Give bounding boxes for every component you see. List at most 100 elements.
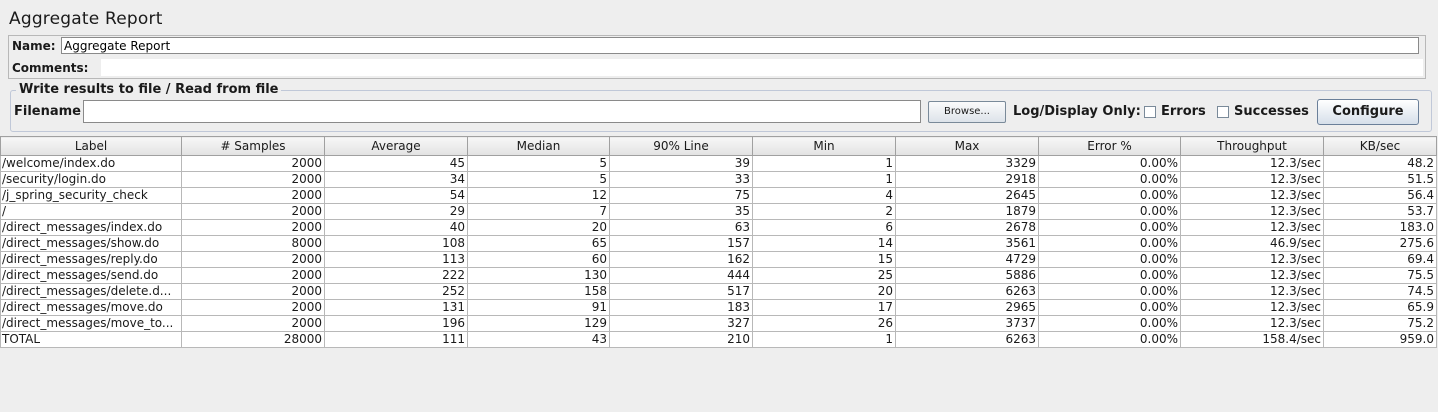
cell-90-line: 444 xyxy=(609,267,753,284)
cell-samples: 2000 xyxy=(181,251,325,268)
cell-error-pct: 0.00% xyxy=(1038,331,1181,348)
table-row-total[interactable]: TOTAL 28000 111 43 210 1 6263 0.00% 158.4/sec 959… xyxy=(0,331,1437,348)
cell-90-line: 327 xyxy=(609,315,753,332)
table-row[interactable]: /direct_messages/send.do 2000 222 130 444 25 5… xyxy=(0,267,1437,284)
cell-kb-sec: 69.4 xyxy=(1323,251,1437,268)
cell-max: 3561 xyxy=(895,235,1039,252)
cell-label: /security/login.do xyxy=(0,171,182,188)
panel-title: Aggregate Report xyxy=(9,9,163,29)
column-header-error-pct[interactable]: Error % xyxy=(1038,136,1181,156)
cell-min: 17 xyxy=(752,299,896,316)
cell-max: 1879 xyxy=(895,203,1039,220)
cell-min: 6 xyxy=(752,219,896,236)
cell-max: 2965 xyxy=(895,299,1039,316)
cell-error-pct: 0.00% xyxy=(1038,219,1181,236)
comments-field[interactable] xyxy=(101,59,1423,76)
successes-checkbox[interactable] xyxy=(1217,106,1229,118)
table-row[interactable]: /j_spring_security_check 2000 54 12 75 4 2645 0… xyxy=(0,187,1437,204)
cell-throughput: 12.3/sec xyxy=(1180,283,1324,300)
cell-label: / xyxy=(0,203,182,220)
cell-average: 54 xyxy=(324,187,468,204)
cell-samples: 2000 xyxy=(181,219,325,236)
write-results-legend: Write results to file / Read from file xyxy=(16,82,282,97)
cell-kb-sec: 65.9 xyxy=(1323,299,1437,316)
column-header-min[interactable]: Min xyxy=(752,136,896,156)
cell-error-pct: 0.00% xyxy=(1038,251,1181,268)
filename-label: Filename xyxy=(14,104,81,119)
cell-error-pct: 0.00% xyxy=(1038,283,1181,300)
cell-max: 6263 xyxy=(895,283,1039,300)
cell-throughput: 12.3/sec xyxy=(1180,171,1324,188)
cell-average: 196 xyxy=(324,315,468,332)
cell-throughput: 12.3/sec xyxy=(1180,219,1324,236)
column-header-kb-sec[interactable]: KB/sec xyxy=(1323,136,1437,156)
cell-min: 2 xyxy=(752,203,896,220)
cell-average: 45 xyxy=(324,155,468,172)
table-row[interactable]: /direct_messages/index.do 2000 40 20 63 6 2678… xyxy=(0,219,1437,236)
cell-samples: 2000 xyxy=(181,299,325,316)
cell-label: /direct_messages/show.do xyxy=(0,235,182,252)
column-header-90-line[interactable]: 90% Line xyxy=(609,136,753,156)
column-header-throughput[interactable]: Throughput xyxy=(1180,136,1324,156)
cell-min: 1 xyxy=(752,155,896,172)
results-table-container: Label # Samples Average Median 90% Line … xyxy=(0,136,1438,412)
cell-min: 1 xyxy=(752,331,896,348)
cell-max: 3329 xyxy=(895,155,1039,172)
cell-kb-sec: 56.4 xyxy=(1323,187,1437,204)
cell-average: 29 xyxy=(324,203,468,220)
cell-median: 12 xyxy=(467,187,610,204)
cell-label: TOTAL xyxy=(0,331,182,348)
cell-90-line: 35 xyxy=(609,203,753,220)
cell-max: 2645 xyxy=(895,187,1039,204)
cell-min: 14 xyxy=(752,235,896,252)
cell-kb-sec: 959.0 xyxy=(1323,331,1437,348)
cell-error-pct: 0.00% xyxy=(1038,299,1181,316)
filename-input[interactable] xyxy=(83,100,921,123)
column-header-median[interactable]: Median xyxy=(467,136,610,156)
name-input[interactable] xyxy=(61,37,1419,54)
cell-label: /welcome/index.do xyxy=(0,155,182,172)
cell-min: 4 xyxy=(752,187,896,204)
cell-label: /j_spring_security_check xyxy=(0,187,182,204)
table-row[interactable]: /security/login.do 2000 34 5 33 1 2918 0.00% 12.… xyxy=(0,171,1437,188)
cell-median: 5 xyxy=(467,155,610,172)
column-header-label[interactable]: Label xyxy=(0,136,182,156)
table-row[interactable]: /direct_messages/move.do 2000 131 91 183 17 29… xyxy=(0,299,1437,316)
cell-throughput: 12.3/sec xyxy=(1180,203,1324,220)
table-row[interactable]: /welcome/index.do 2000 45 5 39 1 3329 0.00% 12.3… xyxy=(0,155,1437,172)
cell-min: 15 xyxy=(752,251,896,268)
cell-average: 40 xyxy=(324,219,468,236)
table-row[interactable]: /direct_messages/show.do 8000 108 65 157 14 35… xyxy=(0,235,1437,252)
table-row[interactable]: /direct_messages/reply.do 2000 113 60 162 15 4… xyxy=(0,251,1437,268)
cell-min: 25 xyxy=(752,267,896,284)
cell-samples: 2000 xyxy=(181,315,325,332)
errors-label: Errors xyxy=(1161,104,1206,119)
cell-average: 34 xyxy=(324,171,468,188)
cell-max: 4729 xyxy=(895,251,1039,268)
column-header-samples[interactable]: # Samples xyxy=(181,136,325,156)
cell-label: /direct_messages/delete.d... xyxy=(0,283,182,300)
browse-button[interactable]: Browse... xyxy=(928,101,1006,123)
cell-90-line: 210 xyxy=(609,331,753,348)
cell-max: 2678 xyxy=(895,219,1039,236)
cell-label: /direct_messages/index.do xyxy=(0,219,182,236)
column-header-average[interactable]: Average xyxy=(324,136,468,156)
cell-median: 65 xyxy=(467,235,610,252)
column-header-max[interactable]: Max xyxy=(895,136,1039,156)
cell-throughput: 12.3/sec xyxy=(1180,299,1324,316)
cell-90-line: 157 xyxy=(609,235,753,252)
cell-median: 7 xyxy=(467,203,610,220)
errors-checkbox[interactable] xyxy=(1144,106,1156,118)
cell-median: 5 xyxy=(467,171,610,188)
table-row[interactable]: /direct_messages/delete.d... 2000 252 158 51… xyxy=(0,283,1437,300)
cell-throughput: 12.3/sec xyxy=(1180,315,1324,332)
successes-label: Successes xyxy=(1234,104,1309,119)
cell-kb-sec: 53.7 xyxy=(1323,203,1437,220)
cell-90-line: 33 xyxy=(609,171,753,188)
cell-median: 43 xyxy=(467,331,610,348)
table-row[interactable]: /direct_messages/move_to... 2000 196 129 327… xyxy=(0,315,1437,332)
cell-average: 111 xyxy=(324,331,468,348)
cell-median: 60 xyxy=(467,251,610,268)
configure-button[interactable]: Configure xyxy=(1317,99,1419,125)
table-row[interactable]: /2000 29 7 35 2 1879 0.00% 12.3/sec 53.7 xyxy=(0,203,1437,220)
